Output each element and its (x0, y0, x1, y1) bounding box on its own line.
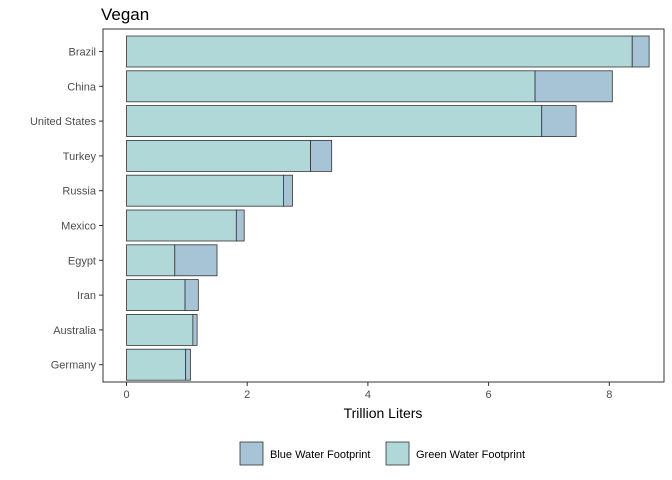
legend-label-blue: Blue Water Footprint (270, 449, 370, 461)
x-tick-label: 8 (606, 389, 612, 401)
plot-area: Brazil China United States Turkey Russia Mexi… (30, 35, 650, 401)
bar-green-8 (126, 313, 194, 346)
x-tick-label: 0 (123, 389, 129, 401)
y-tick-label: Egypt (68, 255, 96, 267)
bar-blue-2 (541, 105, 577, 137)
bar-green-4 (126, 174, 284, 207)
bar-blue-7 (184, 279, 199, 312)
bar-green-0 (126, 35, 633, 68)
y-tick-label: Turkey (63, 151, 97, 163)
y-tick-label: Mexico (61, 221, 96, 233)
legend-swatch-blue (239, 441, 264, 466)
bar-blue-1 (534, 70, 613, 103)
panel-border (102, 28, 665, 383)
bar-green-3 (126, 139, 311, 172)
bar-blue-8 (192, 313, 198, 346)
bar-blue-6 (174, 244, 218, 277)
x-tick-label: 4 (365, 389, 371, 401)
bar-green-9 (126, 348, 187, 381)
chart-title: Vegan (101, 5, 149, 24)
x-tick-label: 6 (486, 389, 492, 401)
y-tick-label: Brazil (68, 47, 96, 59)
legend: Blue Water Footprint Green Water Footprin… (239, 441, 525, 466)
bar-blue-0 (631, 35, 650, 68)
y-tick-label: Iran (77, 290, 96, 302)
bar-green-1 (126, 70, 536, 103)
x-axis-title: Trillion Liters (344, 405, 423, 421)
bar-blue-5 (235, 209, 245, 242)
x-tick-label: 2 (244, 389, 250, 401)
bar-blue-9 (185, 348, 191, 381)
bar-blue-4 (283, 174, 293, 207)
y-tick-label: China (67, 81, 97, 93)
bar-green-7 (126, 279, 186, 312)
y-tick-label: Germany (51, 360, 97, 372)
y-tick-label: Australia (53, 325, 97, 337)
bar-green-2 (126, 105, 543, 137)
bar-blue-3 (310, 139, 333, 172)
y-tick-label: United States (30, 116, 97, 128)
legend-swatch-green (385, 441, 410, 466)
y-tick-label: Russia (62, 186, 97, 198)
bar-green-5 (126, 209, 237, 242)
bar-green-6 (126, 244, 176, 277)
legend-label-green: Green Water Footprint (416, 449, 525, 461)
